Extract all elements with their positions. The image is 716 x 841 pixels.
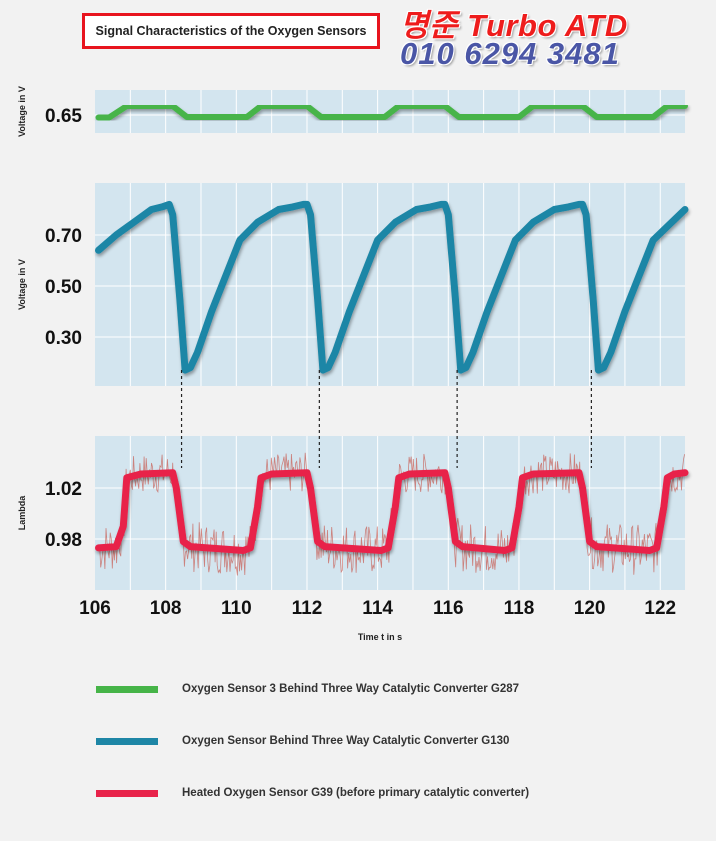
legend-item-g287: Oxygen Sensor 3 Behind Three Way Catalyt… <box>96 683 519 695</box>
y-tick-label: 0.30 <box>45 328 82 349</box>
y-tick-label: 1.02 <box>45 479 82 500</box>
legend-label-g287: Oxygen Sensor 3 Behind Three Way Catalyt… <box>182 683 520 695</box>
panel-bottom: 1.02 0.98 Lambda <box>17 436 685 590</box>
y-tick-label: 0.65 <box>45 106 82 127</box>
signal-chart: 0.65 Voltage in V 0.70 0.50 0.30 Voltage in V… <box>17 86 689 642</box>
legend-item-g130: Oxygen Sensor Behind Three Way Catalytic… <box>96 735 509 747</box>
watermark-brand: 명준 Turbo ATD <box>400 8 628 43</box>
x-tick-label: 110 <box>221 598 252 619</box>
x-tick-label: 114 <box>362 598 393 619</box>
legend-swatch-g39 <box>96 789 158 797</box>
x-axis-label: Time t in s <box>358 632 402 642</box>
y-axis-label: Voltage in V <box>17 86 27 137</box>
x-tick-label: 106 <box>79 598 111 619</box>
x-tick-label: 116 <box>433 598 464 619</box>
legend-swatch-g130 <box>96 737 158 745</box>
legend-label-g39: Heated Oxygen Sensor G39 (before primary… <box>182 787 530 799</box>
watermark-phone: 010 6294 3481 <box>400 36 620 71</box>
y-axis-label: Voltage in V <box>17 259 27 310</box>
x-tick-label: 118 <box>504 598 535 619</box>
x-tick-label: 122 <box>644 598 676 619</box>
x-tick-label: 112 <box>292 598 323 619</box>
legend-label-g130: Oxygen Sensor Behind Three Way Catalytic… <box>182 735 510 747</box>
legend-item-g39: Heated Oxygen Sensor G39 (before primary… <box>96 787 529 799</box>
y-tick-label: 0.50 <box>45 277 82 298</box>
y-tick-label: 0.70 <box>45 226 82 247</box>
series-line-middle <box>95 200 689 374</box>
legend-swatch-g287 <box>96 685 158 693</box>
x-tick-label: 120 <box>574 598 606 619</box>
panel-background-bottom <box>95 436 685 590</box>
series-line-top <box>95 103 688 121</box>
y-axis-label: Lambda <box>17 495 27 531</box>
y-tick-label: 0.98 <box>45 530 82 551</box>
chart-title: Signal Characteristics of the Oxygen Sen… <box>82 13 380 49</box>
x-tick-label: 108 <box>150 598 182 619</box>
series-line-bottom <box>95 469 689 554</box>
